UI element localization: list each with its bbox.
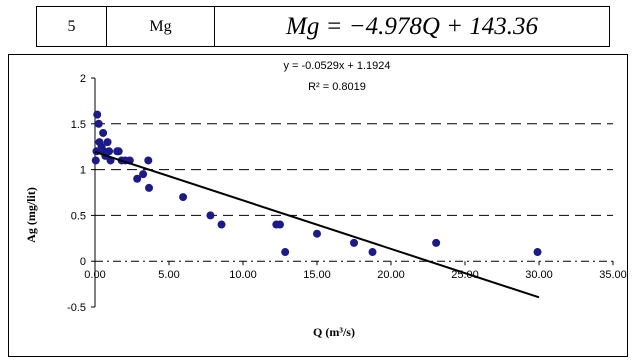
x-tick-label: 10.00 xyxy=(229,269,257,281)
x-axis-title: Q (m³/s) xyxy=(313,325,355,339)
y-tick-label: -0.5 xyxy=(67,302,86,314)
data-point xyxy=(218,221,226,229)
data-point xyxy=(144,156,152,164)
data-point xyxy=(369,248,377,256)
y-tick-label: 2 xyxy=(80,73,86,85)
data-point xyxy=(281,248,289,256)
regression-equation: Mg = −4.978Q + 143.36 xyxy=(215,7,609,46)
data-point xyxy=(179,193,187,201)
data-point xyxy=(350,239,358,247)
data-point xyxy=(95,120,103,128)
y-tick-label: 1.5 xyxy=(71,119,86,131)
data-point xyxy=(104,138,112,146)
x-tick-label: 0.00 xyxy=(84,269,105,281)
r-squared-label: R² = 0.8019 xyxy=(308,81,366,93)
data-point xyxy=(92,156,100,164)
trendline-equation: y = -0.0529x + 1.1924 xyxy=(283,60,390,72)
equation-table-row: 5 Mg Mg = −4.978Q + 143.36 xyxy=(36,6,610,47)
data-point xyxy=(432,239,440,247)
data-point xyxy=(145,184,153,192)
x-tick-label: 15.00 xyxy=(303,269,331,281)
element-name: Mg xyxy=(107,7,215,46)
y-tick-label: 0.5 xyxy=(71,210,86,222)
tick-labels: 21.510.50-0.50.00 5.00 10.00 15.00 20.00 25.0… xyxy=(67,73,627,314)
scatter-chart-area: 2 1.5 1 0.5 0 -0.5 0.00 5.00 10.00 15.00 20.00 25.0… xyxy=(8,54,628,357)
row-number: 5 xyxy=(37,7,107,46)
data-point xyxy=(139,170,147,178)
data-point xyxy=(115,147,123,155)
y-axis-title: Ag (mg/lit) xyxy=(24,187,38,243)
y-tick-label: 1 xyxy=(80,165,86,177)
scatter-chart: 21.510.50-0.50.00 5.00 10.00 15.00 20.00 25.0… xyxy=(9,55,627,356)
x-tick-label: 30.00 xyxy=(525,269,553,281)
x-tick-label: 35.00 xyxy=(599,269,627,281)
data-point xyxy=(276,221,284,229)
data-point xyxy=(206,211,214,219)
data-point xyxy=(99,129,107,137)
x-tick-label: 5.00 xyxy=(158,269,179,281)
y-tick-label: 0 xyxy=(80,256,86,268)
data-points xyxy=(92,111,542,256)
data-point xyxy=(93,111,101,119)
x-tick-label: 20.00 xyxy=(377,269,405,281)
data-point xyxy=(313,230,321,238)
data-point xyxy=(534,248,542,256)
data-point xyxy=(105,147,113,155)
